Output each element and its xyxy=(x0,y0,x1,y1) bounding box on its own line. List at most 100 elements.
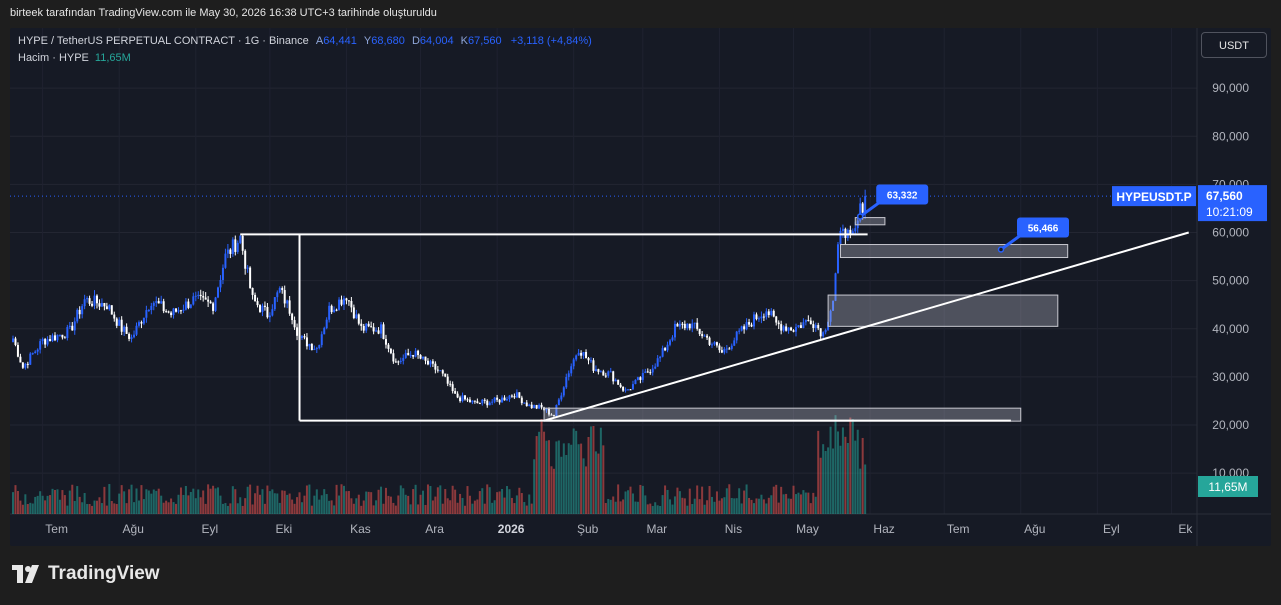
volume-bar xyxy=(686,505,689,514)
volume-bar xyxy=(555,441,558,514)
candles xyxy=(12,189,867,419)
candle-body xyxy=(676,323,679,327)
volume-bar xyxy=(538,431,541,514)
volume-bar xyxy=(609,499,612,514)
volume-bar xyxy=(639,484,642,514)
volume-bar xyxy=(503,497,506,514)
candle-body xyxy=(305,337,308,347)
candle-body xyxy=(824,329,827,333)
time-tick-label: Haz xyxy=(873,522,894,536)
volume-bar xyxy=(706,500,709,514)
candle-body xyxy=(624,389,627,391)
price-zone[interactable] xyxy=(854,217,886,226)
volume-bar xyxy=(357,494,360,514)
volume-bar xyxy=(399,485,402,514)
candle-body xyxy=(303,336,306,338)
candle-body xyxy=(760,316,763,319)
volume-bar xyxy=(669,499,672,514)
callout-box[interactable] xyxy=(1017,217,1069,238)
currency-button[interactable]: USDT xyxy=(1201,32,1267,58)
volume-bar xyxy=(251,504,254,514)
candle-body xyxy=(691,323,694,329)
callout-anchor[interactable] xyxy=(856,213,864,220)
volume-label[interactable]: Hacim · HYPE xyxy=(18,52,89,64)
price-zone[interactable] xyxy=(839,244,1069,259)
volume-bar xyxy=(678,491,681,514)
trend-line[interactable] xyxy=(543,231,1190,422)
candle-body xyxy=(557,399,560,405)
candle-body xyxy=(308,343,311,347)
volume-bar xyxy=(552,468,555,514)
candle-body xyxy=(231,239,234,254)
candle-body xyxy=(291,313,294,321)
candle-body xyxy=(693,322,696,324)
candle-body xyxy=(491,401,494,403)
candle-body xyxy=(246,267,249,269)
candle-body xyxy=(533,405,536,409)
candle-body xyxy=(498,399,501,403)
candle-body xyxy=(345,298,348,301)
volume-bar xyxy=(646,504,649,514)
candle-body xyxy=(229,249,232,254)
symbol-title[interactable]: HYPE / TetherUS PERPETUAL CONTRACT · 1G … xyxy=(18,35,309,47)
candle-body xyxy=(103,303,106,307)
candle-body xyxy=(582,351,585,356)
volume-bar xyxy=(807,492,810,514)
volume-bar xyxy=(404,494,407,514)
volume-bar xyxy=(733,498,736,514)
time-tick-label: Şub xyxy=(577,522,599,536)
candle-body xyxy=(184,301,187,310)
price-zone[interactable] xyxy=(827,294,1059,327)
volume-bar xyxy=(261,489,264,514)
volume-bar xyxy=(760,494,763,514)
candle-body xyxy=(88,298,91,304)
volume-bar xyxy=(802,490,805,514)
volume-bar xyxy=(804,492,807,514)
candle-body xyxy=(362,325,365,331)
volume-bar xyxy=(864,464,867,514)
callout-box[interactable] xyxy=(876,184,929,205)
candle-body xyxy=(738,330,741,332)
volume-bar xyxy=(659,505,662,514)
volume-bar xyxy=(720,498,723,514)
volume-bar xyxy=(762,499,765,514)
volume-bar xyxy=(715,491,718,514)
volume-bar xyxy=(765,503,768,514)
volume-bar xyxy=(654,502,657,514)
candle-body xyxy=(698,328,701,335)
candle-body xyxy=(540,404,543,408)
volume-bar xyxy=(172,502,175,514)
volume-bar xyxy=(380,486,383,514)
callout-anchor[interactable] xyxy=(997,246,1005,253)
candle-body xyxy=(622,386,625,391)
volume-bar xyxy=(491,502,494,514)
volume-bar xyxy=(839,445,842,514)
candle-body xyxy=(849,229,852,234)
candle-body xyxy=(254,294,257,302)
candle-body xyxy=(718,345,721,351)
candle-body xyxy=(219,280,222,288)
volume-bar xyxy=(241,505,244,514)
candle-body xyxy=(221,267,224,281)
candle-body xyxy=(471,400,474,403)
volume-bar xyxy=(824,450,827,514)
candle-body xyxy=(587,358,590,361)
candle-body xyxy=(666,344,669,351)
volume-bar xyxy=(592,426,595,514)
candle-body xyxy=(399,360,402,362)
candle-body xyxy=(607,371,610,376)
time-tick-label: Tem xyxy=(947,522,970,536)
last-price-tag[interactable] xyxy=(1198,185,1267,222)
candle-body xyxy=(753,314,755,327)
volume-bar xyxy=(834,415,837,514)
candle-body xyxy=(597,369,600,372)
volume-bar xyxy=(498,491,501,514)
volume-bar xyxy=(34,496,37,514)
price-zone[interactable] xyxy=(543,407,1022,422)
volume-bar xyxy=(414,484,417,514)
volume-bar xyxy=(545,440,548,514)
candle-body xyxy=(93,295,96,306)
symbol-tag[interactable] xyxy=(1112,186,1196,207)
candle-body xyxy=(832,300,835,311)
